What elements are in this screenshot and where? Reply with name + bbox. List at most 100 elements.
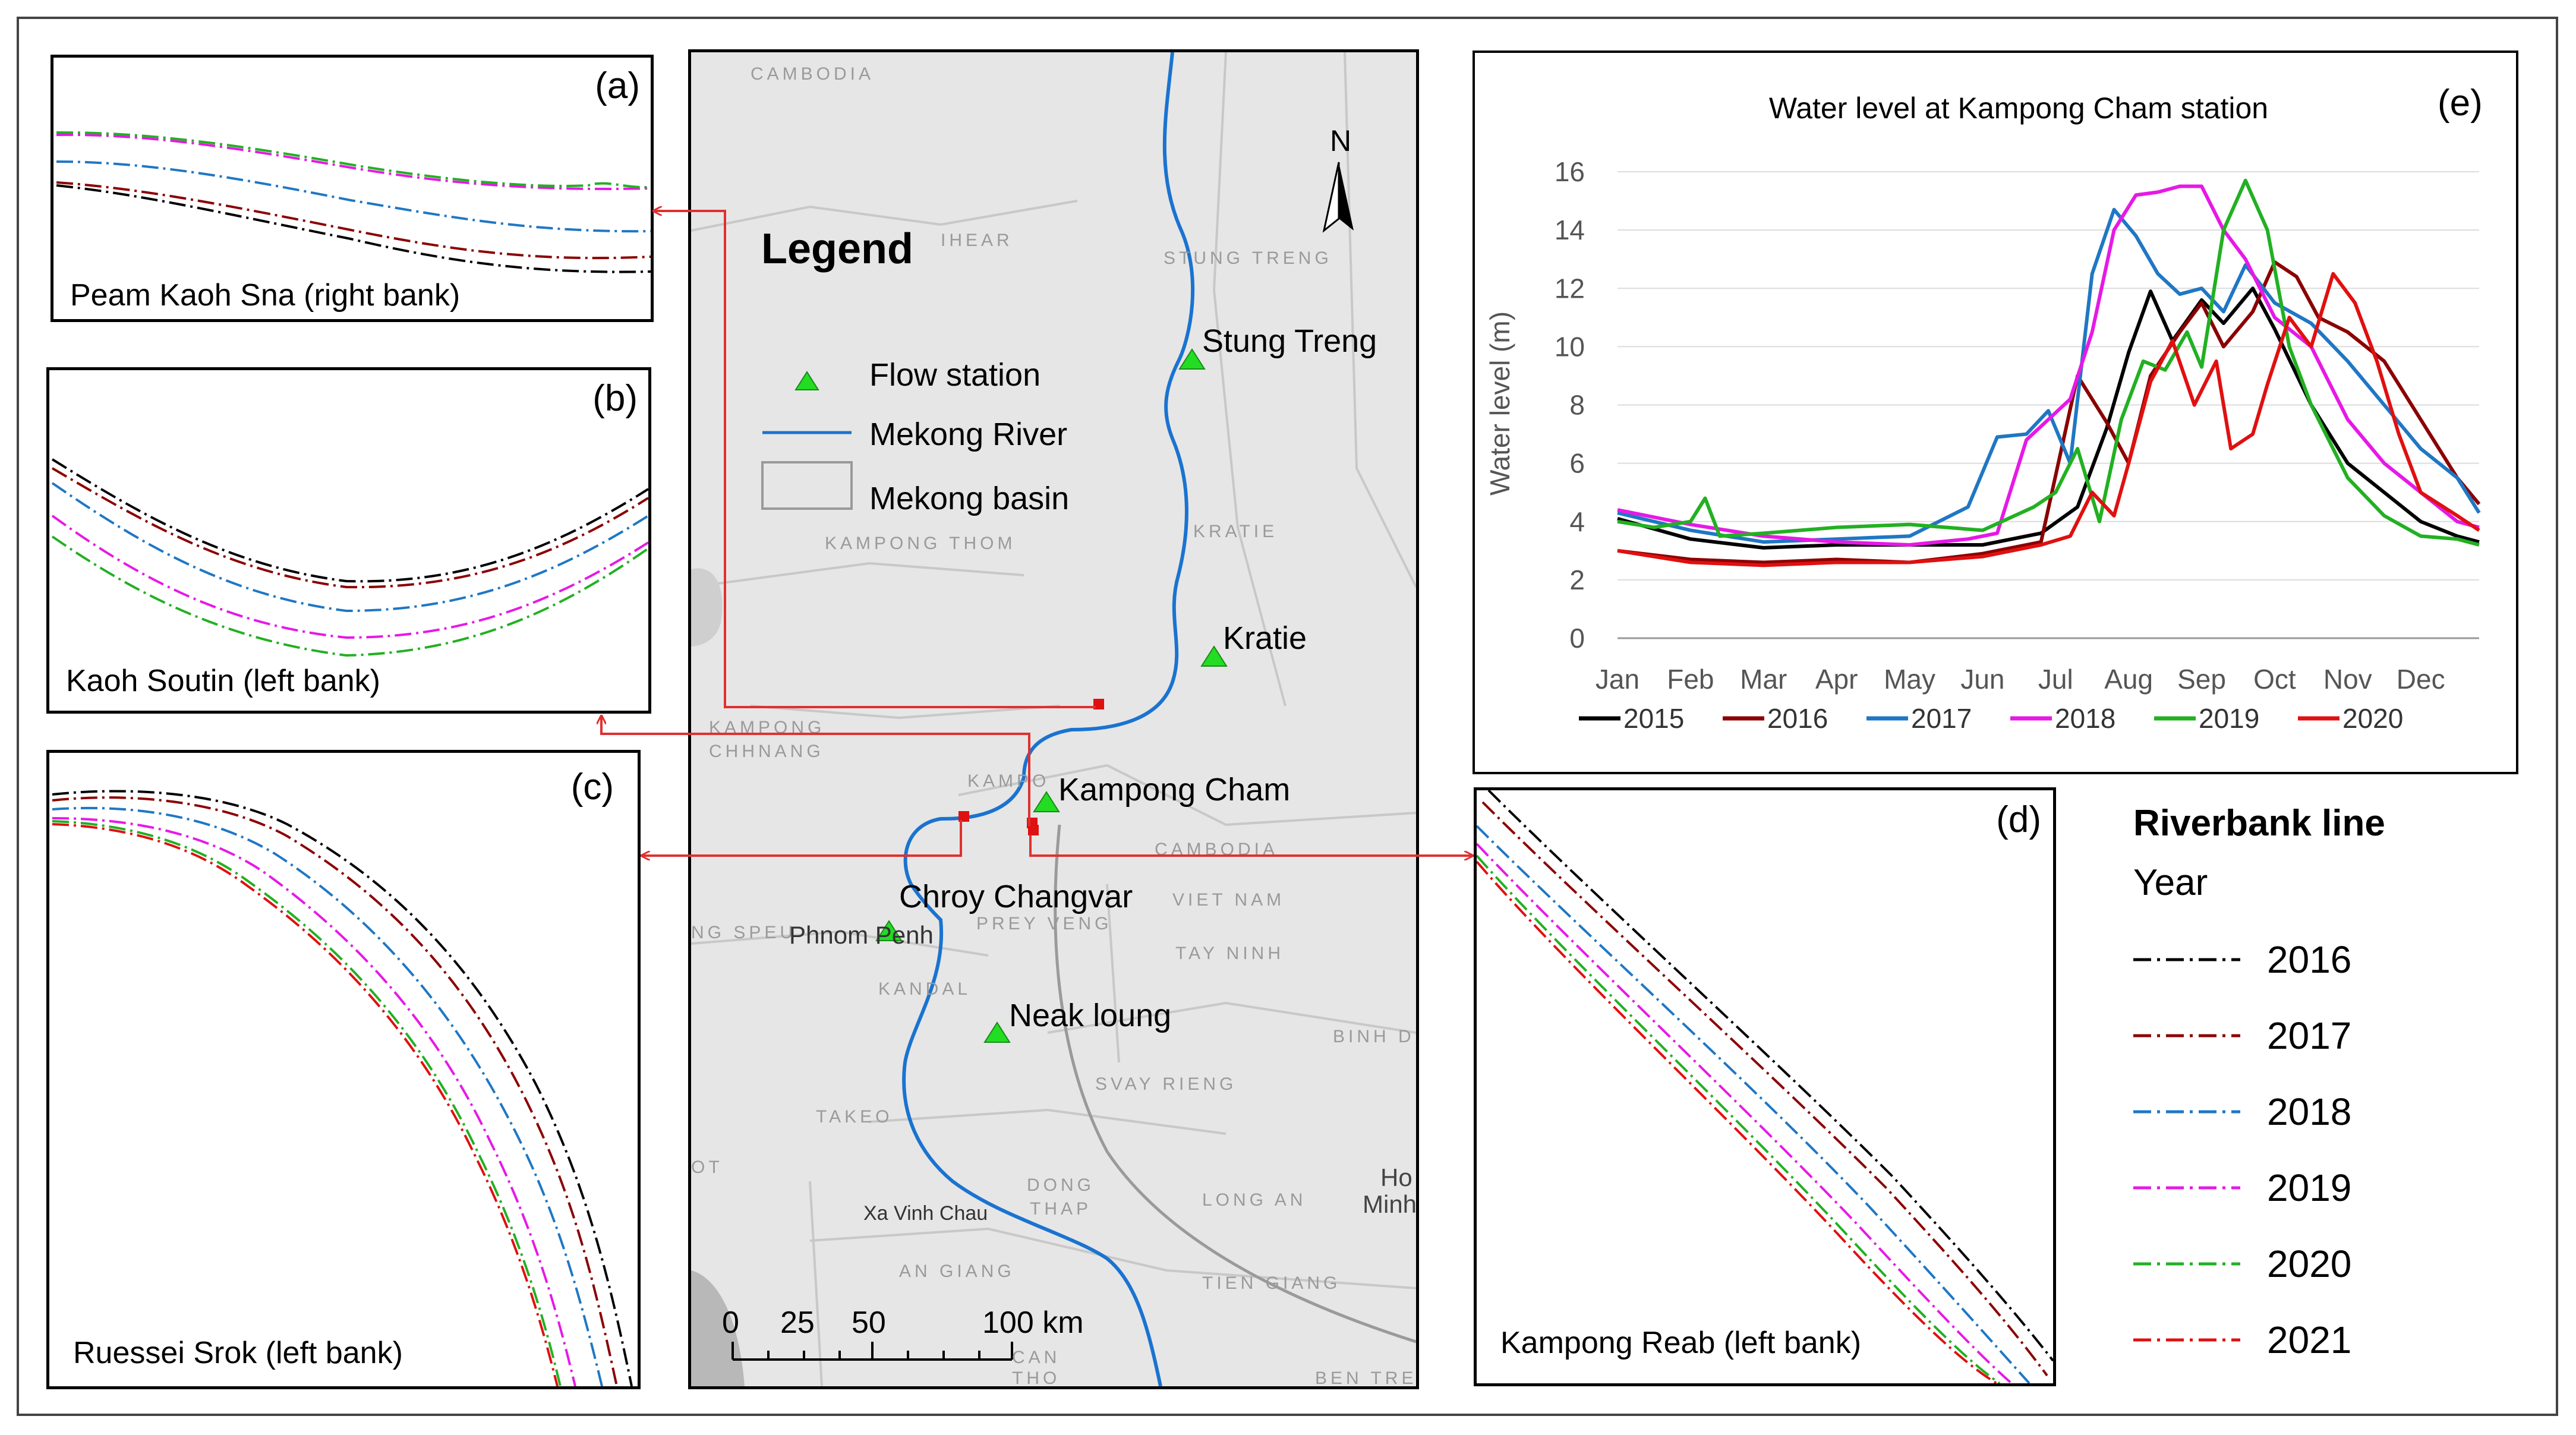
series-line-2019 xyxy=(1617,178,2480,547)
legend-mekong-basin: Mekong basin xyxy=(869,481,1070,516)
scale-label-25: 25 xyxy=(780,1305,815,1340)
place-takeo: TAKEO xyxy=(816,1107,893,1127)
basin-legend-box xyxy=(761,461,853,510)
scale-label-50: 50 xyxy=(852,1305,886,1340)
bank-line-2016 xyxy=(51,458,648,583)
panel-d-label: (d) xyxy=(1996,799,2041,840)
bank-line-2018 xyxy=(52,806,603,1386)
x-tick-label: Jul xyxy=(2038,664,2073,695)
scale-label-0: 0 xyxy=(722,1305,739,1340)
scale-label-100: 100 km xyxy=(982,1305,1084,1340)
y-tick-label: 16 xyxy=(1555,156,1585,187)
station-stung-treng xyxy=(1178,348,1206,370)
bank-line-2018 xyxy=(56,160,651,233)
x-tick-label: Oct xyxy=(2253,664,2296,695)
site-marker-c xyxy=(958,811,969,822)
place-dong: DONG xyxy=(1027,1175,1095,1195)
bank-line-2018 xyxy=(1477,825,2030,1383)
chart-ylabel: Water level (m) xyxy=(1484,311,1515,496)
legend-label-2020: 2020 xyxy=(2342,703,2403,734)
figure-frame xyxy=(17,17,2558,1416)
legend-label-2019: 2019 xyxy=(2199,703,2259,734)
x-tick-label: Nov xyxy=(2323,664,2372,695)
y-tick-label: 10 xyxy=(1555,331,1585,362)
label-kampong-cham: Kampong Cham xyxy=(1058,772,1291,808)
chart-grid xyxy=(1618,171,2479,639)
place-ho: Ho xyxy=(1380,1163,1412,1191)
place-kandal: KANDAL xyxy=(878,979,972,999)
label-stung-treng: Stung Treng xyxy=(1202,323,1377,359)
riverbank-legend-lines xyxy=(2133,958,2240,1342)
place-ben-tre: BEN TRE xyxy=(1315,1368,1417,1388)
panel-d-lines xyxy=(1477,790,2053,1383)
legend-item-2021: 2021 xyxy=(2267,1319,2352,1361)
chart-series xyxy=(1617,178,2481,567)
bank-line-2018 xyxy=(51,482,648,613)
panel-a-lines xyxy=(56,131,651,273)
place-kampong-speu: NG SPEU xyxy=(691,923,797,942)
site-marker-a xyxy=(1093,699,1104,709)
legend-label-2015: 2015 xyxy=(1623,703,1684,734)
bank-line-2017 xyxy=(56,181,651,260)
place-ihear: IHEAR xyxy=(941,231,1013,250)
bank-line-2020 xyxy=(52,820,562,1386)
bank-line-2021 xyxy=(52,823,559,1386)
place-kampo: KAMPO xyxy=(967,771,1050,791)
series-line-2017 xyxy=(1617,207,2481,544)
map-legend-title: Legend xyxy=(761,225,914,273)
bank-line-2020 xyxy=(51,535,648,657)
y-tick-label: 12 xyxy=(1555,273,1585,304)
station-kratie xyxy=(1200,645,1228,667)
station-neak-loung xyxy=(983,1021,1011,1043)
panel-c: (c) Ruessei Srok (left bank) xyxy=(46,750,641,1389)
road-line xyxy=(1054,824,1416,1343)
legend-item-2019: 2019 xyxy=(2267,1166,2352,1209)
place-an-giang: AN GIANG xyxy=(899,1261,1015,1281)
place-long-an: LONG AN xyxy=(1202,1190,1307,1210)
water-level-chart: 0 2 4 6 8 10 12 14 16 Jan Feb Mar Apr May Jun Jul Aug Sep… xyxy=(1473,51,2518,774)
chart-svg: 0 2 4 6 8 10 12 14 16 Jan Feb Mar Apr May Jun Jul Aug Sep… xyxy=(1484,83,2483,734)
panel-c-lines xyxy=(52,790,633,1386)
x-tick-label: May xyxy=(1884,664,1935,695)
panel-a-label: (a) xyxy=(595,65,640,106)
x-tick-label: Apr xyxy=(1815,664,1858,695)
label-kratie: Kratie xyxy=(1223,620,1307,656)
x-tick-label: Sep xyxy=(2177,664,2226,695)
riverbank-legend: Riverbank line Year 2016 2017 2018 2019 … xyxy=(2133,802,2537,1396)
label-neak-loung: Neak loung xyxy=(1009,998,1172,1033)
place-chhnang: CHHNANG xyxy=(709,742,824,761)
bank-line-2016 xyxy=(52,790,633,1386)
legend-mekong-river: Mekong River xyxy=(869,417,1068,452)
panel-b: (b) Kaoh Soutin (left bank) xyxy=(46,367,651,714)
chart-ticks: 0 2 4 6 8 10 12 14 16 Jan Feb Mar Apr May Jun Jul Aug Sep… xyxy=(1555,156,2445,695)
chart-legend: 2015 2016 2017 2018 2019 2020 xyxy=(1579,703,2403,734)
station-chroy-changvar xyxy=(875,920,903,941)
place-prey-veng: PREY VENG xyxy=(976,914,1112,933)
x-tick-label: Jun xyxy=(1960,664,2004,695)
x-tick-label: Feb xyxy=(1667,664,1714,695)
lake xyxy=(691,568,723,646)
coast xyxy=(691,1270,745,1386)
y-tick-label: 14 xyxy=(1555,215,1585,245)
north-arrow-half xyxy=(1322,162,1340,233)
bank-line-2016 xyxy=(56,184,651,273)
x-tick-label: Aug xyxy=(2104,664,2153,695)
bank-line-2019 xyxy=(1477,843,2013,1383)
place-kampot: OT xyxy=(691,1158,723,1177)
series-line-2020 xyxy=(1617,272,2480,567)
chart-title: Water level at Kampong Cham station xyxy=(1769,92,2268,125)
legend-flow-station: Flow station xyxy=(869,357,1041,393)
station-legend-triangle xyxy=(794,371,819,390)
bank-line-2020 xyxy=(56,131,651,189)
place-vietnam: VIET NAM xyxy=(1172,890,1285,910)
bank-line-2016 xyxy=(1487,790,2053,1362)
panel-d-caption: Kampong Reab (left bank) xyxy=(1500,1326,1862,1360)
x-tick-label: Dec xyxy=(2397,664,2445,695)
bank-line-2017 xyxy=(1481,801,2048,1377)
bank-line-2021 xyxy=(1477,860,1998,1383)
place-binh-duong: BINH D xyxy=(1333,1027,1415,1046)
place-xa-vinh-chau: Xa Vinh Chau xyxy=(863,1202,988,1225)
panel-b-caption: Kaoh Soutin (left bank) xyxy=(66,664,380,698)
panel-a: (a) Peam Kaoh Sna (right bank) xyxy=(51,55,654,322)
place-thap: THAP xyxy=(1030,1199,1092,1219)
